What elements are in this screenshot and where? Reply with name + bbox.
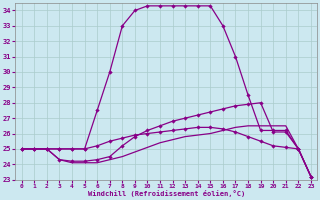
X-axis label: Windchill (Refroidissement éolien,°C): Windchill (Refroidissement éolien,°C): [88, 190, 245, 197]
